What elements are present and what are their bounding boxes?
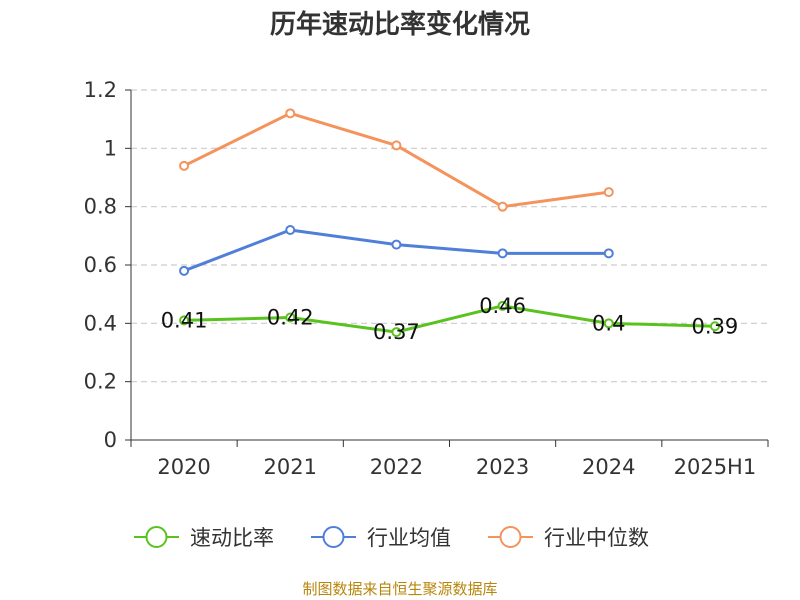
y-tick-label: 0.2 <box>84 370 117 394</box>
data-point <box>179 315 190 326</box>
data-point <box>603 248 614 259</box>
x-tick-label: 2022 <box>370 455 423 479</box>
legend[interactable]: 速动比率 行业均值 行业中位数 <box>134 526 649 550</box>
data-point <box>179 160 190 171</box>
legend-marker <box>499 526 522 548</box>
data-label: 0.46 <box>479 294 526 318</box>
data-point <box>285 225 296 235</box>
data-label: 0.41 <box>161 308 208 332</box>
data-label: 0.37 <box>373 320 420 344</box>
data-point <box>603 187 614 198</box>
legend-marker <box>145 526 168 548</box>
series-lines: 0.41 0.42 0.37 0.46 0.4 0.39 <box>161 108 739 344</box>
legend-marker <box>322 526 345 548</box>
data-point <box>391 140 402 151</box>
data-label: 0.42 <box>267 306 314 330</box>
data-point <box>391 239 402 250</box>
data-point <box>179 265 190 276</box>
legend-label: 行业均值 <box>367 526 451 550</box>
data-label: 0.4 <box>592 311 625 335</box>
chart-title: 历年速动比率变化情况 <box>270 9 530 40</box>
data-point <box>285 312 296 323</box>
axes: 0 0.2 0.4 0.6 0.8 1 1.2 2020 2021 2022 2023 2024 202… <box>84 78 769 479</box>
data-point <box>603 318 614 329</box>
x-tick-label: 2020 <box>157 455 210 479</box>
data-point <box>391 327 402 338</box>
data-point <box>497 201 508 212</box>
legend-label: 速动比率 <box>190 526 274 550</box>
y-tick-label: 0.6 <box>84 253 117 277</box>
y-tick-label: 1 <box>104 136 117 160</box>
grid-lines <box>131 89 768 383</box>
x-tick-label: 2023 <box>476 455 529 479</box>
x-tick-label: 2024 <box>582 455 635 479</box>
series-line <box>183 111 609 209</box>
legend-item[interactable]: 行业中位数 <box>488 526 649 550</box>
data-label: 0.39 <box>692 314 739 338</box>
data-point <box>497 300 508 311</box>
data-point <box>285 108 296 119</box>
legend-item[interactable]: 行业均值 <box>311 526 451 550</box>
series-line <box>184 304 715 334</box>
x-tick-label: 2021 <box>264 455 317 479</box>
data-point <box>497 248 508 259</box>
legend-item[interactable]: 速动比率 <box>134 526 274 550</box>
legend-label: 行业中位数 <box>544 526 649 550</box>
data-point <box>709 321 720 332</box>
y-tick-label: 1.2 <box>84 78 117 102</box>
source-note: 制图数据来自恒生聚源数据库 <box>302 580 497 598</box>
y-tick-label: 0 <box>104 428 117 452</box>
y-tick-label: 0.8 <box>84 195 117 219</box>
x-tick-label: 2025H1 <box>674 455 757 479</box>
y-tick-label: 0.4 <box>84 311 117 335</box>
